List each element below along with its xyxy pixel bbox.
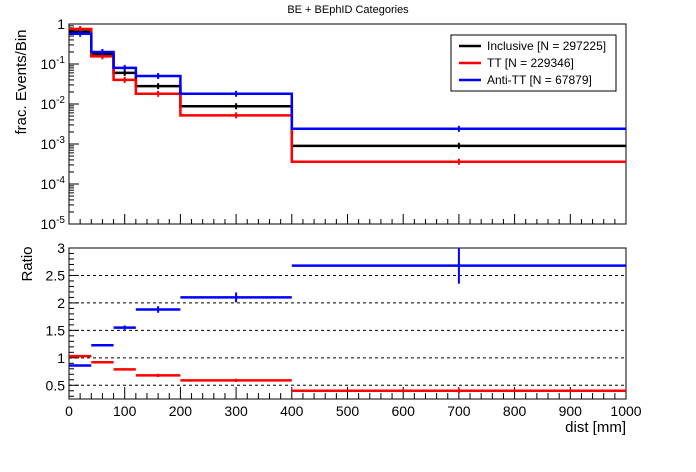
top-y-tick-label: 10-4 [41, 175, 66, 192]
top-y-axis-label: frac. Events/Bin [13, 29, 30, 134]
bottom-x-tick-label: 700 [447, 403, 471, 419]
legend-label-2: Anti-TT [N = 67879] [487, 73, 592, 87]
chart-title: BE + BEphID Categories [287, 4, 409, 16]
top-y-tick-label: 10-1 [41, 55, 66, 72]
bottom-y-tick-label: 1.5 [46, 322, 66, 338]
legend-label-0: Inclusive [N = 297225] [487, 39, 606, 53]
legend: Inclusive [N = 297225] TT [N = 229346] Ant… [450, 34, 617, 92]
bottom-x-tick-label: 600 [392, 403, 416, 419]
bottom-x-tick-label: 100 [113, 403, 137, 419]
top-y-tick-label: 10-5 [41, 215, 66, 232]
bottom-y-tick-label: 2.5 [46, 267, 66, 283]
top-y-tick-label: 10-3 [41, 135, 66, 152]
bottom-x-tick-label: 200 [169, 403, 193, 419]
top-y-tick-label: 1 [57, 16, 65, 32]
bottom-x-tick-label: 900 [559, 403, 583, 419]
bottom-panel: 0.5 1 1.5 2 2.5 3 0 100 200 300 400 500 600 700 800 900… [46, 240, 642, 419]
bottom-y-tick-label: 2 [57, 295, 65, 311]
bottom-y-axis-label: Ratio [19, 246, 36, 281]
legend-label-1: TT [N = 229346] [487, 56, 574, 70]
bottom-x-tick-label: 800 [503, 403, 527, 419]
top-y-tick-label: 10-2 [41, 95, 66, 112]
bottom-x-tick-label: 300 [224, 403, 248, 419]
bottom-x-tick-label: 0 [65, 403, 73, 419]
x-axis-label: dist [mm] [565, 419, 626, 436]
bottom-x-tick-label: 400 [280, 403, 304, 419]
bottom-y-tick-label: 0.5 [46, 377, 66, 393]
bottom-y-tick-label: 3 [57, 240, 65, 256]
bottom-x-tick-label: 500 [336, 403, 360, 419]
top-series-line-2 [69, 32, 626, 131]
top-panel: 1 10-1 10-2 10-3 10-4 10-5 [41, 16, 627, 232]
bottom-x-tick-label: 1000 [610, 403, 641, 419]
bottom-y-tick-label: 1 [57, 350, 65, 366]
